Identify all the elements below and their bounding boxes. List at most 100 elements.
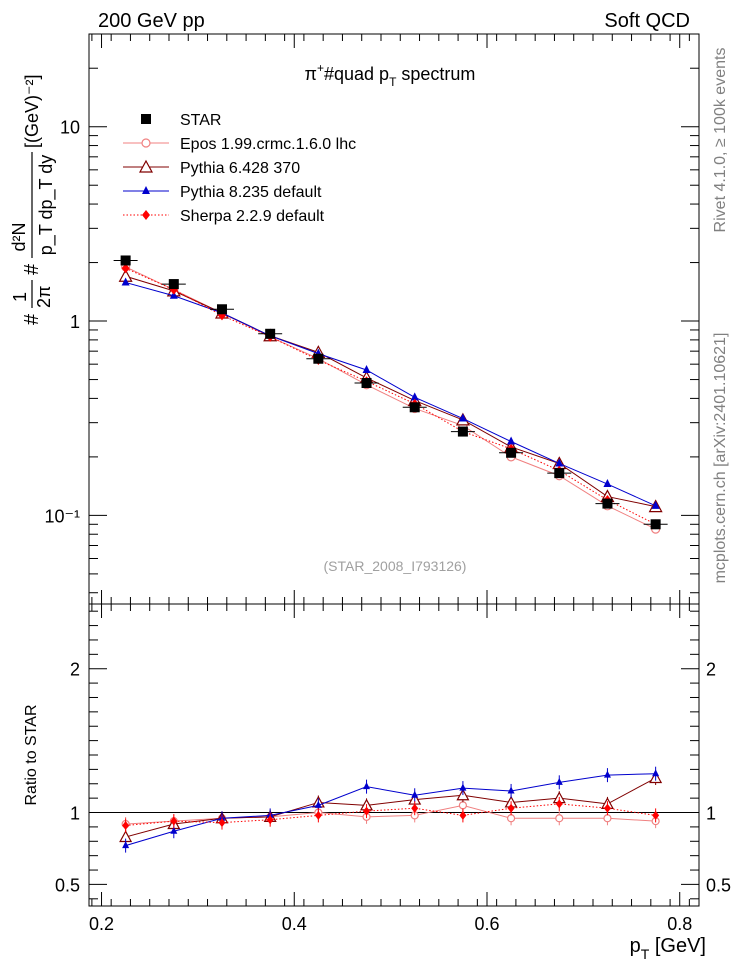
x-tick-label: 0.2	[89, 914, 114, 934]
ratio-tick-label-right: 2	[706, 660, 716, 680]
ratio-point	[459, 810, 467, 820]
ratio-point	[170, 826, 178, 834]
ratio-y-label: Ratio to STAR	[23, 704, 40, 805]
legend-entry-sherpa-2-2-9-default: Sherpa 2.2.9 default	[123, 208, 325, 225]
ratio-point	[507, 803, 515, 813]
ratio-line	[125, 777, 656, 838]
series-line	[125, 281, 656, 507]
legend-entry-star: STAR	[141, 112, 221, 129]
ratio-point	[122, 820, 130, 830]
y-tick-label: 10⁻¹	[44, 506, 80, 526]
legend-entry-pythia-6-428-370: Pythia 6.428 370	[123, 159, 300, 177]
legend-marker	[141, 114, 151, 124]
ratio-point	[652, 769, 660, 777]
legend-label: STAR	[180, 112, 221, 129]
ratio-line	[125, 773, 656, 847]
legend-marker	[141, 138, 151, 148]
header-left: 200 GeV pp	[98, 10, 205, 32]
ratio-point	[555, 777, 563, 785]
ratio-point	[363, 806, 371, 816]
ratio-point	[266, 815, 274, 825]
data-point	[410, 392, 419, 401]
data-point	[361, 378, 372, 389]
ratio-point	[363, 782, 371, 790]
data-point	[554, 468, 565, 479]
legend-marker	[138, 159, 154, 173]
ratio-point	[458, 801, 468, 810]
plot-title: π+#quad pT spectrum	[305, 61, 476, 89]
data-point	[313, 353, 324, 364]
data-point	[169, 290, 178, 299]
y-label-denominator: p_T dp_T dy	[36, 155, 57, 255]
ratio-point	[506, 814, 516, 823]
series-line	[125, 267, 656, 525]
ratio-point	[459, 783, 467, 791]
data-point	[362, 364, 371, 373]
data-point	[603, 479, 612, 488]
ratio-point	[603, 803, 611, 813]
y-label-units: [(GeV)⁻²]	[22, 74, 42, 148]
legend-entry-pythia-8-235-default: Pythia 8.235 default	[123, 184, 322, 201]
ratio-point	[555, 799, 563, 809]
x-tick-label: 0.6	[474, 914, 499, 934]
y-label-numerator: d²N	[9, 222, 29, 251]
legend: STAR Epos 1.99.crmc.1.6.0 lhc Pythia 6.428…	[123, 112, 356, 225]
y-axis-label: # 1 2π # d²N p_T dp_T dy [(GeV)⁻²]	[9, 74, 57, 325]
legend-entry-epos-1-99-crmc-1-6-0-lhc: Epos 1.99.crmc.1.6.0 lhc	[123, 136, 356, 153]
legend-label: Epos 1.99.crmc.1.6.0 lhc	[180, 136, 356, 153]
header-right: Soft QCD	[604, 10, 690, 32]
ratio-tick-label-right: 1	[706, 804, 716, 824]
ratio-point	[652, 810, 660, 820]
axes-layer: 0.2 0.4 0.6 0.8 10⁻¹ 1 10 0.5 0.5 1 1 2 2	[44, 33, 731, 934]
y-label-hash-2: #	[21, 263, 43, 275]
data-point	[216, 304, 227, 315]
data-point	[168, 279, 179, 290]
data-point	[650, 519, 661, 530]
ratio-point	[314, 810, 322, 820]
ratio-tick-label-left: 1	[70, 804, 80, 824]
ratio-tick-label-left: 2	[70, 660, 80, 680]
mcplots-label: mcplots.cern.ch [arXiv:2401.10621]	[712, 333, 729, 584]
data-point	[120, 255, 131, 266]
ratio-point	[555, 814, 564, 823]
ratio-point	[411, 790, 419, 798]
x-tick-label: 0.4	[282, 914, 307, 934]
ratio-point	[603, 814, 612, 823]
y-label-twopi: 2π	[34, 286, 54, 308]
x-axis-label: pT [GeV]	[630, 935, 706, 962]
legend-marker	[142, 186, 150, 194]
legend-label: Sherpa 2.2.9 default	[180, 208, 325, 225]
ratio-point	[411, 803, 419, 813]
legend-marker	[142, 210, 150, 220]
ratio-point	[314, 800, 322, 808]
y-label-hash: #	[21, 313, 43, 325]
data-point	[457, 426, 468, 437]
data-point	[409, 402, 420, 413]
ratio-point	[218, 818, 226, 828]
ratio-line	[125, 803, 656, 826]
x-tick-label: 0.8	[667, 914, 692, 934]
ratio-point	[507, 786, 515, 794]
series-star	[113, 255, 668, 530]
ratio-tick-label-left: 0.5	[55, 875, 80, 895]
data-point	[555, 458, 564, 467]
data-point	[121, 263, 130, 274]
data-layer	[113, 255, 668, 853]
data-point	[458, 413, 467, 422]
legend-label: Pythia 6.428 370	[180, 160, 300, 177]
rivet-label: Rivet 4.1.0, ≥ 100k events	[712, 48, 729, 233]
y-tick-label: 1	[70, 312, 80, 332]
y-label-one: 1	[10, 292, 30, 302]
ratio-tick-label-right: 0.5	[706, 875, 731, 895]
data-point	[651, 500, 660, 509]
data-point	[602, 498, 613, 509]
y-tick-label: 10	[60, 118, 80, 138]
data-point	[265, 328, 276, 339]
series-pythia-8-235-default	[121, 277, 660, 853]
analysis-watermark: (STAR_2008_I793126)	[324, 558, 467, 574]
ratio-point	[603, 770, 611, 778]
ratio-point	[122, 841, 130, 849]
data-point	[121, 277, 130, 286]
